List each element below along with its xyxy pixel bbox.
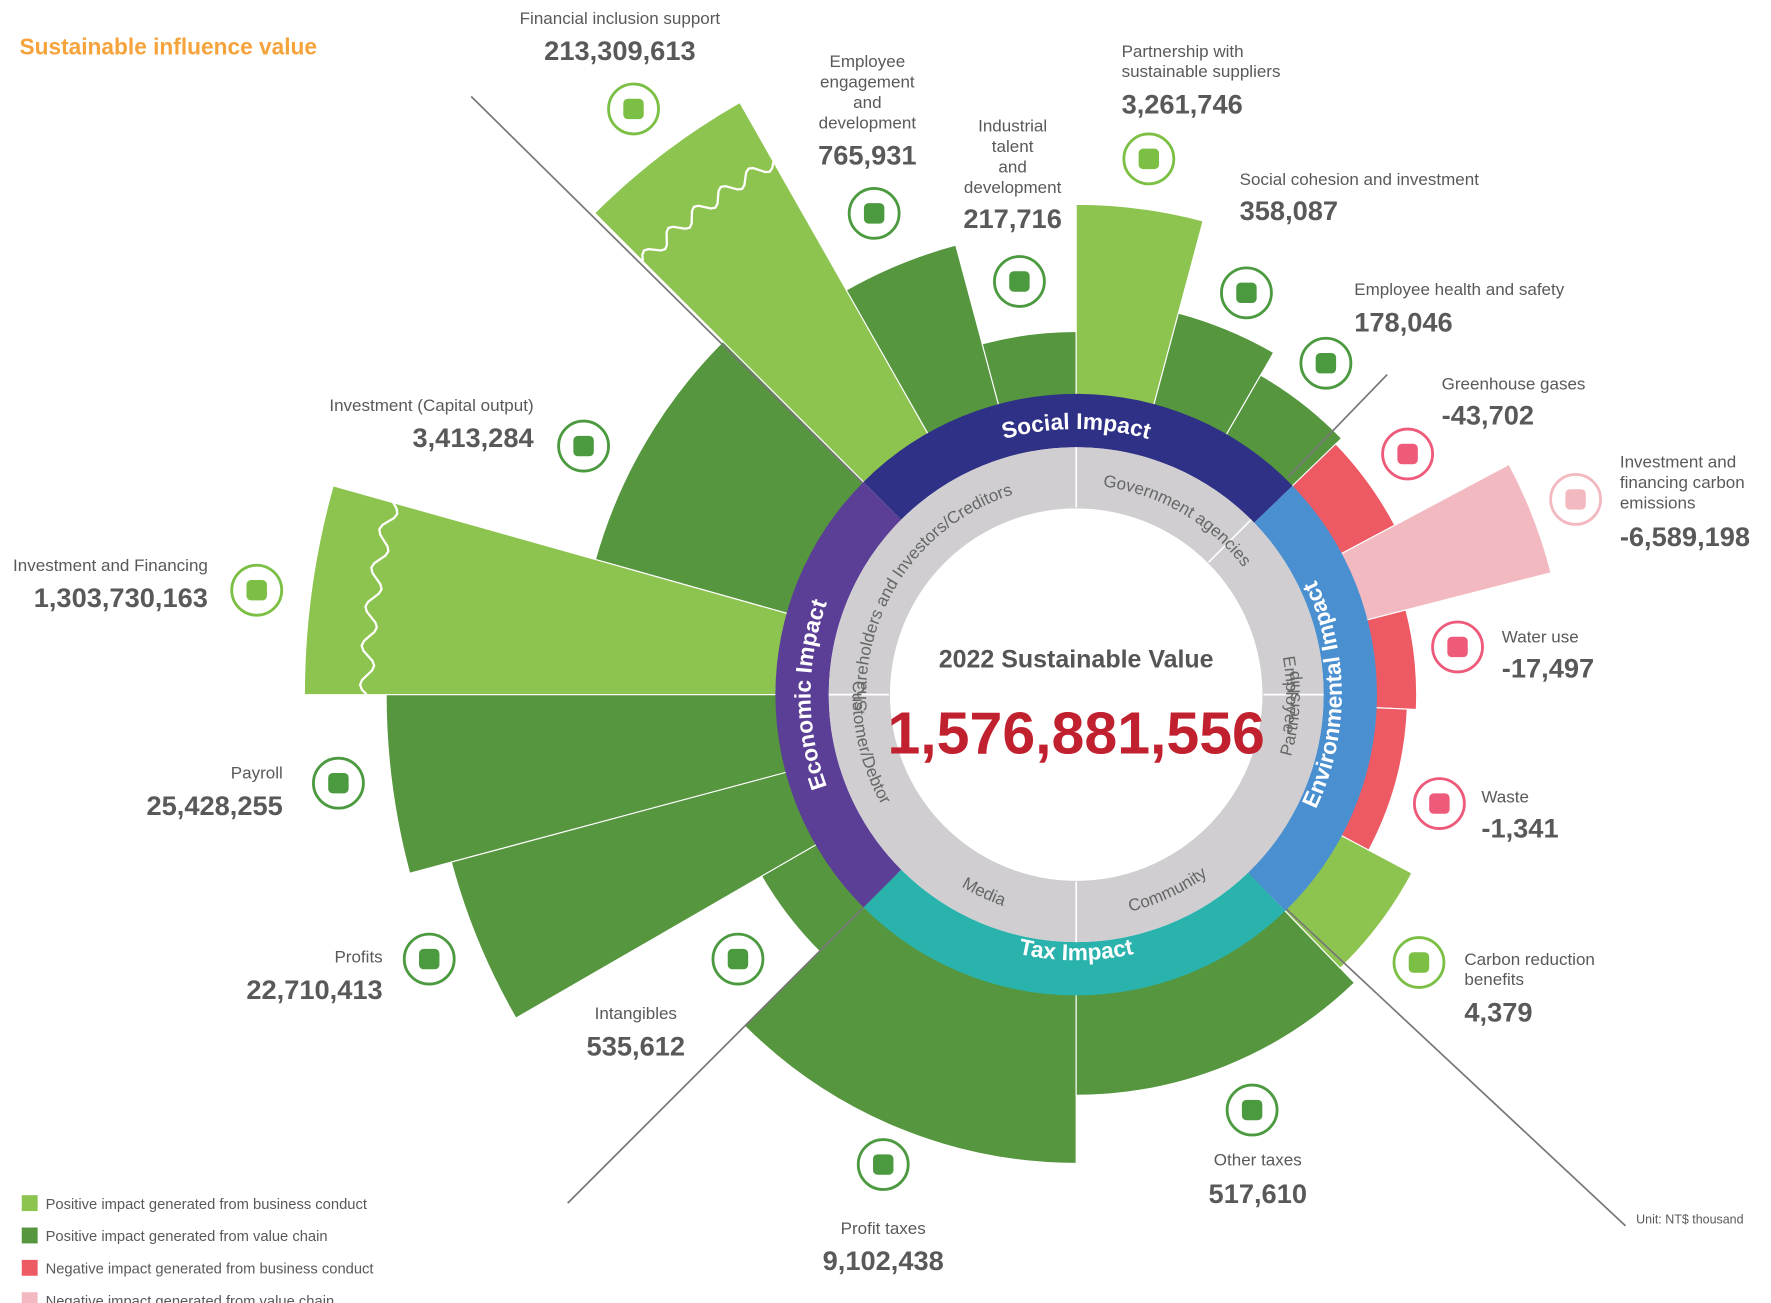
item-label: Greenhouse gases [1442,374,1586,393]
item-icon-glyph [863,203,885,224]
scale-break [641,161,775,262]
impact-segment [863,869,1286,996]
legend-label: Negative impact generated from value cha… [46,1294,335,1303]
item-icon-glyph [1009,271,1030,292]
item-value: -43,702 [1442,399,1534,430]
item-icon-glyph [419,948,440,970]
item-value: -1,341 [1481,813,1558,844]
item-label: Investment and Financing [13,556,208,575]
item-value: 213,309,613 [544,35,695,66]
item-value: 217,716 [963,203,1061,234]
item-icon-glyph [246,579,267,601]
item-icon-glyph [1315,352,1337,374]
legend-swatch [21,1195,38,1212]
legend-label: Positive impact generated from business … [46,1197,367,1213]
item-value: 358,087 [1240,195,1338,226]
item-icon-glyph [727,948,749,970]
item-value: 4,379 [1464,997,1532,1028]
item-icon-glyph [1447,636,1468,658]
item-value: 517,610 [1209,1178,1307,1209]
item-value: 3,413,284 [412,422,533,453]
item-value: -17,497 [1502,653,1594,684]
item-label: Other taxes [1214,1151,1302,1170]
item-value: 22,710,413 [246,974,382,1005]
item-label: emissions [1620,493,1696,512]
item-value: 178,046 [1354,306,1452,337]
item-label: talent [992,137,1034,156]
item-label: Employee [830,52,906,71]
item-value: 765,931 [818,140,916,171]
item-label: Water use [1502,627,1579,646]
item-label: and [853,93,881,112]
divider [1248,873,1627,1227]
item-label: Industrial [978,117,1047,136]
item-label: Payroll [231,764,283,783]
divider [1287,373,1388,478]
item-icon-glyph [573,435,594,457]
item-label: development [964,178,1062,197]
center-disc [890,508,1263,881]
item-icon-glyph [1241,1099,1263,1121]
item-label: Profits [334,947,382,966]
item-label: Financial inclusion support [520,9,721,28]
item-value: 9,102,438 [823,1245,944,1276]
item-label: Investment (Capital output) [329,396,533,415]
center-label: 2022 Sustainable Value [939,645,1214,673]
ring-separator [1208,519,1252,563]
item-label: Social cohesion and investment [1240,170,1480,189]
divider [567,873,898,1204]
legend-label: Positive impact generated from value cha… [46,1229,328,1245]
item-value: 1,303,730,163 [34,582,208,613]
item-label: engagement [820,72,915,91]
item-label: benefits [1464,970,1524,989]
item-label: Investment and [1620,453,1736,472]
scale-break [358,502,399,696]
item-icon-glyph [1397,443,1418,465]
item-icon-glyph [1408,952,1430,973]
item-label: Carbon reduction [1464,950,1595,969]
item-value: 25,428,255 [146,790,282,821]
item-icon-glyph [873,1154,894,1175]
item-icon-glyph [623,98,644,120]
item-icon-glyph [1565,489,1586,510]
divider [470,95,915,535]
unit: Unit: NT$ thousand [1636,1213,1743,1227]
item-label: Profit taxes [841,1219,926,1238]
title: Sustainable influence value [19,33,317,59]
item-value: 535,612 [587,1031,685,1062]
item-label: Employee health and safety [1354,280,1564,299]
item-label: Waste [1481,787,1529,806]
legend-swatch [21,1227,38,1244]
center-value: 1,576,881,556 [887,701,1264,767]
impact-segment [863,393,1293,523]
item-label: sustainable suppliers [1122,62,1281,81]
impact-segment [775,481,902,908]
item-label: Partnership with [1122,42,1244,61]
item-label: development [819,113,917,132]
item-icon-glyph [1429,793,1450,814]
item-label: financing carbon [1620,473,1745,492]
item-icon-glyph [1138,148,1160,170]
item-value: -6,589,198 [1620,521,1750,552]
legend-swatch [21,1292,38,1303]
legend-label: Negative impact generated from business … [46,1261,374,1277]
item-icon-glyph [1236,282,1257,304]
impact-segment [1248,485,1377,911]
item-label: Intangibles [595,1004,677,1023]
item-value: 3,261,746 [1122,89,1243,120]
item-label: and [998,158,1026,177]
legend-swatch [21,1259,38,1276]
item-icon-glyph [328,772,349,794]
